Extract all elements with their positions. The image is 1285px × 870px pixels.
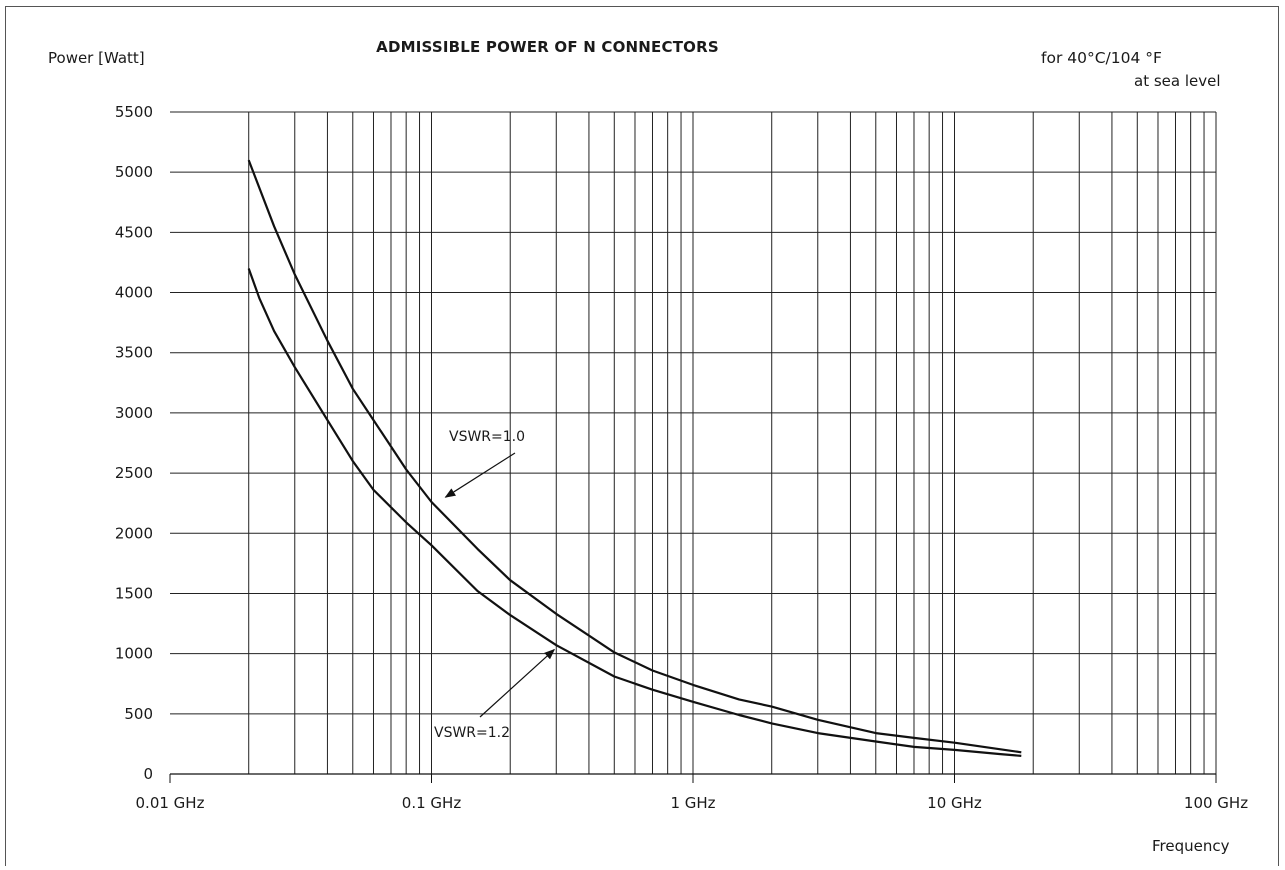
chart-title: ADMISSIBLE POWER OF N CONNECTORS xyxy=(376,38,719,56)
condition-note-altitude: at sea level xyxy=(1134,72,1221,90)
y-tick-label: 2500 xyxy=(115,464,153,482)
annotation-label-vswr-1-2: VSWR=1.2 xyxy=(434,725,510,741)
y-tick-label: 500 xyxy=(124,705,153,723)
y-tick-label: 1500 xyxy=(115,584,153,602)
y-axis-label: Power [Watt] xyxy=(48,49,145,67)
chart-frame xyxy=(5,6,1279,866)
y-tick-label: 3500 xyxy=(115,344,153,362)
condition-note-temperature: for 40°C/104 °F xyxy=(1041,49,1162,67)
y-tick-label: 3000 xyxy=(115,404,153,422)
annotation-arrow-vswr-1-0 xyxy=(444,452,516,498)
y-tick-label: 1000 xyxy=(115,645,153,663)
x-tick-label: 100 GHz xyxy=(1184,794,1248,812)
series-line-vswr-1-2 xyxy=(247,268,1022,757)
x-tick-label: 0.01 GHz xyxy=(136,794,205,812)
x-tick-label: 1 GHz xyxy=(670,794,715,812)
y-tick-label: 0 xyxy=(143,765,153,783)
y-tick-label: 4000 xyxy=(115,284,153,302)
y-tick-label: 5000 xyxy=(115,163,153,181)
x-tick-label: 0.1 GHz xyxy=(402,794,462,812)
y-tick-label: 4500 xyxy=(115,223,153,241)
y-tick-label: 5500 xyxy=(115,103,153,121)
annotation-label-vswr-1-0: VSWR=1.0 xyxy=(449,429,525,445)
series-line-vswr-1-0 xyxy=(247,159,1022,754)
x-tick-label: 10 GHz xyxy=(927,794,982,812)
y-tick-label: 2000 xyxy=(115,524,153,542)
x-axis-label: Frequency xyxy=(1152,837,1230,855)
annotation-arrow-vswr-1-2 xyxy=(479,648,556,718)
